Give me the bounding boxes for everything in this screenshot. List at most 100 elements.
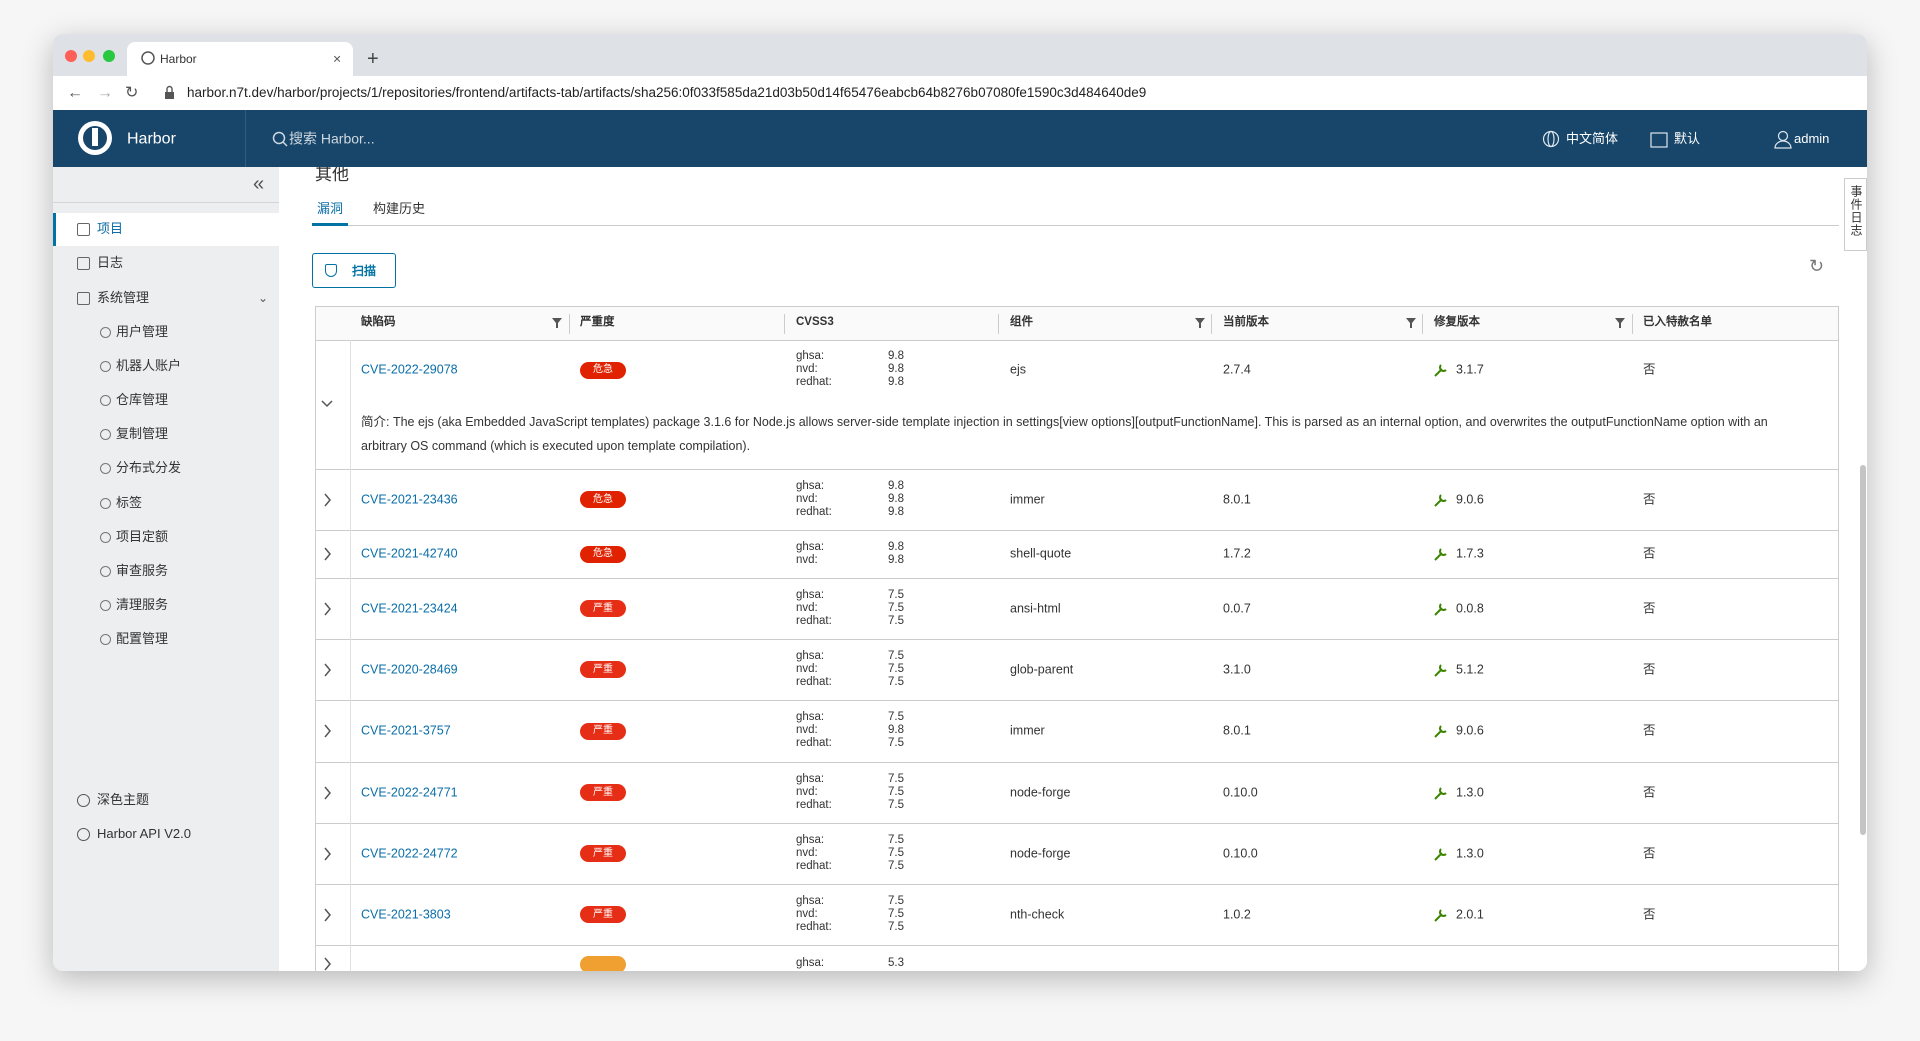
fixed-version: 0.0.8	[1456, 601, 1484, 615]
wrench-icon	[1434, 493, 1447, 507]
column-header[interactable]: 缺陷码	[361, 316, 396, 329]
cve-link[interactable]: CVE-2021-23436	[361, 492, 458, 506]
nav-sub-item[interactable]: 机器人账户	[116, 358, 182, 374]
column-header[interactable]: CVSS3	[796, 316, 834, 329]
tab-close[interactable]: ×	[333, 50, 342, 67]
nav-sub-item[interactable]: 用户管理	[116, 324, 169, 340]
nav-item[interactable]: 项目	[97, 221, 124, 237]
refresh-button[interactable]: ↻	[1809, 256, 1825, 277]
nav-sub-item[interactable]: 标签	[116, 494, 143, 510]
selected-item-bg	[53, 213, 279, 246]
row-expand-toggle[interactable]	[321, 400, 333, 408]
column-header[interactable]: 组件	[1010, 316, 1033, 329]
component: immer	[1010, 723, 1045, 738]
expand-col-divider	[350, 823, 351, 884]
severity-badge	[580, 955, 626, 971]
sidebar-footer-item[interactable]: Harbor API V2.0	[97, 826, 191, 842]
nav-sub-item[interactable]: 分布式分发	[116, 460, 182, 476]
row-expand-toggle[interactable]	[324, 493, 331, 506]
row-expand-toggle[interactable]	[324, 602, 331, 615]
nav-sub-item[interactable]: 复制管理	[116, 426, 169, 442]
expand-col-divider	[350, 530, 351, 578]
search-input[interactable]: 搜索 Harbor...	[289, 130, 375, 147]
footer-icon	[77, 828, 90, 841]
row-divider	[315, 639, 1839, 640]
tab[interactable]: 漏洞	[317, 201, 344, 217]
cve-link[interactable]: CVE-2020-28469	[361, 662, 458, 676]
nav-icon	[100, 497, 111, 509]
tab[interactable]: 构建历史	[373, 201, 426, 217]
row-divider	[315, 700, 1839, 701]
cve-link[interactable]: CVE-2021-23424	[361, 601, 458, 615]
brand[interactable]: Harbor	[127, 130, 176, 148]
severity-badge	[580, 361, 626, 379]
wrench-shape	[1434, 548, 1447, 561]
side-panel-tab[interactable]	[1844, 178, 1867, 251]
severity-badge	[580, 600, 626, 617]
severity-badge	[580, 906, 626, 923]
column-header[interactable]: 修复版本	[1434, 316, 1480, 329]
row-expand-toggle[interactable]	[324, 724, 331, 738]
filter-icon[interactable]	[552, 318, 562, 328]
filter-icon[interactable]	[1195, 318, 1205, 328]
cvss-score: 9.8	[888, 350, 904, 363]
nav-sub-item[interactable]: 配置管理	[116, 631, 169, 647]
row-expand-toggle[interactable]	[324, 957, 331, 971]
cve-link[interactable]: CVE-2021-42740	[361, 546, 458, 561]
filter-icon[interactable]	[1406, 318, 1416, 328]
row-expand-toggle[interactable]	[324, 663, 331, 676]
cve-link[interactable]: CVE-2022-29078	[361, 362, 458, 377]
cvss-source: nvd:	[796, 553, 818, 566]
scan-button[interactable]	[312, 253, 396, 288]
table-frame	[315, 306, 1839, 971]
chevron	[324, 908, 331, 921]
row-divider	[315, 530, 1839, 531]
nav-sub-item[interactable]: 项目定额	[116, 528, 169, 544]
column-header[interactable]: 严重度	[580, 316, 615, 329]
row-expand-toggle[interactable]	[324, 786, 331, 799]
cvss-score: 5.3	[888, 957, 904, 970]
language-menu[interactable]: 中文简体	[1566, 131, 1619, 147]
nav-item[interactable]: 日志	[97, 255, 124, 271]
cvss-source: ghsa:	[796, 479, 825, 492]
cve-link[interactable]: CVE-2022-24772	[361, 846, 458, 860]
cve-link[interactable]: CVE-2021-3803	[361, 907, 451, 921]
fixed-version: 3.1.7	[1456, 362, 1484, 377]
back-button[interactable]: ←	[67, 84, 83, 102]
wrench-icon	[1434, 548, 1447, 561]
filter-icon[interactable]	[1615, 318, 1625, 328]
row-expand-toggle[interactable]	[324, 847, 331, 860]
row-expand-toggle[interactable]	[324, 547, 331, 561]
column-header[interactable]: 当前版本	[1223, 316, 1269, 329]
reload-button[interactable]: ↻	[125, 84, 139, 102]
severity-badge	[580, 491, 626, 508]
fixed-version: 5.1.2	[1456, 662, 1484, 676]
user-menu[interactable]: admin	[1794, 131, 1830, 147]
sidebar-footer-item[interactable]: 深色主题	[97, 792, 150, 808]
nav-sub-item[interactable]: 审查服务	[116, 562, 169, 578]
chevron	[324, 957, 331, 971]
browser-tab[interactable]	[127, 42, 353, 76]
url[interactable]: harbor.n7t.dev/harbor/projects/1/reposit…	[187, 84, 1147, 100]
collapse-sidebar[interactable]: «	[253, 173, 265, 195]
current-version: 8.0.1	[1223, 723, 1251, 738]
scan-button-label[interactable]: 扫描	[352, 263, 377, 278]
chevron	[324, 602, 331, 615]
cvss-source: nvd:	[796, 601, 818, 614]
expand-col-divider	[350, 700, 351, 762]
filter-shape	[1615, 318, 1625, 328]
cve-link[interactable]: CVE-2021-3757	[361, 723, 451, 738]
harbor-logo	[78, 121, 112, 155]
forward-button[interactable]: →	[97, 84, 113, 102]
new-tab[interactable]: +	[367, 48, 379, 70]
main-content: 其他 漏洞 构建历史 扫描 ↻ 事件日志 缺陷码 严重度 CVSS3 组件 当前版本 修复版本 已入特赦…	[279, 167, 1867, 971]
nav-item[interactable]: 系统管理	[97, 290, 150, 306]
nav-sub-item[interactable]: 仓库管理	[116, 392, 169, 408]
allowlisted: 否	[1643, 846, 1656, 860]
cve-link[interactable]: CVE-2022-24771	[361, 785, 458, 799]
nav-sub-item[interactable]: 清理服务	[116, 597, 169, 612]
column-header[interactable]: 已入特赦名单	[1643, 316, 1712, 329]
expand-col-divider	[350, 762, 351, 823]
row-expand-toggle[interactable]	[324, 908, 331, 921]
datetime-menu[interactable]: 默认	[1674, 131, 1701, 147]
